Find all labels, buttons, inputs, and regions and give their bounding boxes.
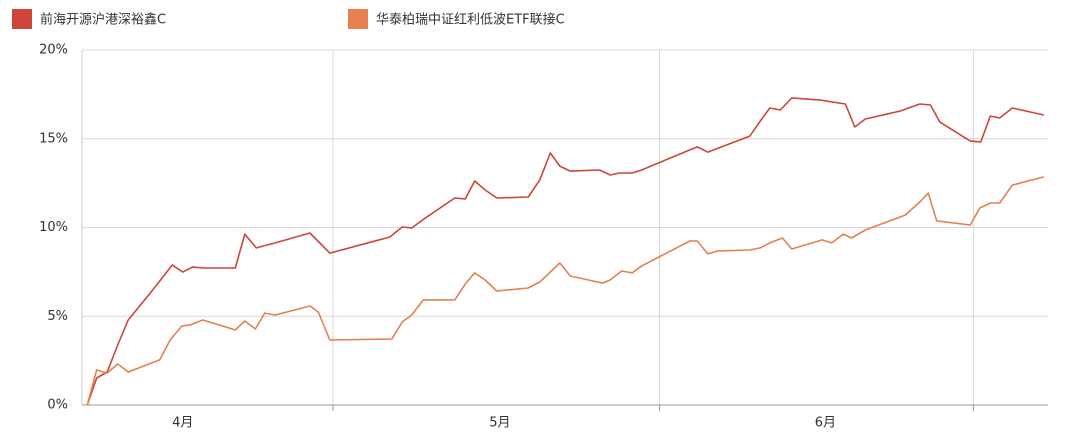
x-tick-label: 4月	[172, 416, 193, 431]
x-tick-label: 6月	[815, 416, 836, 431]
series-line	[86, 97, 1044, 406]
y-tick-label: 15%	[39, 131, 68, 146]
legend-label: 前海开源沪港深裕鑫C	[40, 12, 166, 28]
y-tick-label: 5%	[47, 309, 68, 324]
y-tick-label: 10%	[39, 220, 68, 235]
legend-label: 华泰柏瑞中证红利低波ETF联接C	[376, 12, 565, 28]
x-tick-label: 5月	[489, 416, 510, 431]
y-tick-label: 0%	[47, 398, 68, 413]
series-line	[86, 176, 1045, 406]
legend-swatch	[348, 9, 368, 29]
y-tick-label: 20%	[39, 43, 68, 58]
legend-swatch	[12, 9, 32, 29]
